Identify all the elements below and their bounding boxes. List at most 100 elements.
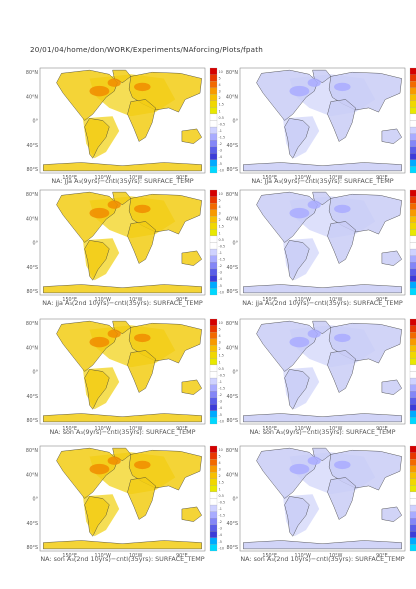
continent-africa <box>127 477 156 520</box>
panel-caption: NA: son A₃(9yrs)−cntl(35yrs): SURFACE_TE… <box>49 428 196 436</box>
colorbar-segment <box>409 222 416 230</box>
lat-tick-label: 0° <box>33 370 38 376</box>
colorbar-segment <box>209 255 218 263</box>
colorbar-segment <box>209 452 218 460</box>
colorbar-segment <box>409 107 416 115</box>
continent-antarctica <box>43 413 202 423</box>
colorbar-segment <box>209 196 218 204</box>
colorbar-segment <box>209 159 218 167</box>
colorbar-segment <box>209 531 218 538</box>
map-panel-r1-right: 80°N 40°N 0° 40°S 80°S 150°E 110°W 10°W 90°E 10 5 4… <box>222 62 416 187</box>
colorbar-segment <box>209 364 218 372</box>
lat-tick-label: 40°N <box>226 472 239 478</box>
lat-tick-label: 40°N <box>226 345 239 351</box>
colorbar-segment <box>409 74 416 82</box>
anomaly-maximum <box>289 85 310 97</box>
continent-africa <box>127 99 156 142</box>
lon-tick-label: 90°E <box>176 175 188 181</box>
colorbar-segment <box>209 229 218 237</box>
colorbar-segment <box>409 358 416 366</box>
colorbar-label: 5 <box>219 454 221 458</box>
colorbar-segment <box>209 281 218 289</box>
colorbar-label: 2 <box>219 474 221 478</box>
colorbar-segment <box>209 242 218 250</box>
continent-southAmerica <box>84 369 110 410</box>
lat-tick-label: 0° <box>233 119 238 125</box>
colorbar-label: 1.5 <box>219 481 224 485</box>
colorbar-label: -5 <box>219 284 222 288</box>
panel-caption: NA: jja A₃(2nd 10yrs)−cntl(35yrs): SURFA… <box>242 299 403 307</box>
lat-tick-label: 0° <box>233 497 238 503</box>
colorbar-segment <box>409 67 416 75</box>
colorbar-segment <box>209 133 218 141</box>
lat-tick-label: 80°N <box>226 321 239 327</box>
anomaly-maximum <box>89 85 110 97</box>
colorbar-segment <box>409 281 416 289</box>
colorbar-label: -1.5 <box>219 514 226 518</box>
colorbar-segment <box>209 74 218 82</box>
map-svg: 80°N40°N0°40°S80°S150°E110°W10°W90°E1054… <box>226 318 416 432</box>
continent-southAmerica <box>284 118 310 159</box>
colorbar-segment <box>409 417 416 425</box>
lat-tick-label: 40°N <box>26 345 39 351</box>
colorbar-label: -0.5 <box>219 500 226 504</box>
colorbar-segment <box>209 518 218 525</box>
lat-tick-label: 40°N <box>26 94 39 100</box>
panel-caption: NA: jja A₃(9yrs)−cntl(35yrs): SURFACE_TE… <box>251 177 394 185</box>
colorbar-segment <box>209 153 218 160</box>
colorbar-segment <box>409 491 416 499</box>
colorbar-segment <box>409 120 416 128</box>
colorbar-segment <box>409 146 416 154</box>
lon-tick-label: 90°E <box>376 426 388 432</box>
colorbar-label: -1 <box>219 129 222 133</box>
colorbar-segment <box>209 120 218 128</box>
lat-tick-label: 80°N <box>226 70 239 76</box>
colorbar-segment <box>209 203 218 210</box>
map-panel-r2-right: 80°N 40°N 0° 40°S 80°S 150°E 110°W 10°W 90°E 10 5 4… <box>222 184 416 309</box>
colorbar-label: -3 <box>219 527 222 531</box>
colorbar-label: 0.5 <box>219 367 224 371</box>
continent-southAmerica <box>284 369 310 410</box>
lon-tick-label: 150°E <box>262 175 277 181</box>
colorbar-label: 10 <box>219 448 223 452</box>
lon-tick-label: 110°W <box>295 426 312 432</box>
map-panel-r3-left: 80°N 40°N 0° 40°S 80°S 150°E 110°W 10°W 90°E 10 5 4… <box>22 313 225 438</box>
lon-tick-label: 110°W <box>95 297 112 303</box>
lon-tick-label: 110°W <box>95 553 112 559</box>
colorbar-label: -4 <box>219 533 222 537</box>
colorbar-segment <box>209 275 218 282</box>
colorbar-label: -1 <box>219 251 222 255</box>
colorbar-segment <box>409 351 416 359</box>
continent-southAmerica <box>284 240 310 281</box>
colorbar-label: -1.5 <box>219 136 226 140</box>
colorbar-segment <box>209 166 218 174</box>
colorbar-label: -2 <box>219 393 222 397</box>
lat-tick-label: 80°S <box>26 167 38 173</box>
colorbar-segment <box>409 87 416 95</box>
lat-tick-label: 80°S <box>226 289 238 295</box>
lat-tick-label: 0° <box>33 497 38 503</box>
colorbar-label: -3 <box>219 271 222 275</box>
colorbar-segment <box>409 472 416 479</box>
colorbar-segment <box>409 531 416 538</box>
lat-tick-label: 0° <box>233 370 238 376</box>
anomaly-maximum <box>307 456 321 465</box>
colorbar-segment <box>409 332 416 339</box>
colorbar-label: -2 <box>219 264 222 268</box>
map-svg: 80°N40°N0°40°S80°S150°E110°W10°W90°E1054… <box>226 445 416 559</box>
continent-africa <box>127 350 156 393</box>
lon-tick-label: 90°E <box>376 175 388 181</box>
colorbar-segment <box>409 133 416 141</box>
colorbar-segment <box>209 404 218 411</box>
colorbar-label: -10 <box>219 290 225 294</box>
lat-tick-label: 80°N <box>26 192 39 198</box>
colorbar-segment <box>409 397 416 405</box>
colorbar-label: -4 <box>219 155 222 159</box>
map-panel-r4-left: 80°N 40°N 0° 40°S 80°S 150°E 110°W 10°W 90°E 10 5 4… <box>22 440 225 565</box>
colorbar-segment <box>409 235 416 243</box>
lon-tick-label: 10°W <box>329 426 343 432</box>
colorbar-segment <box>409 504 416 512</box>
anomaly-maximum <box>289 463 310 475</box>
